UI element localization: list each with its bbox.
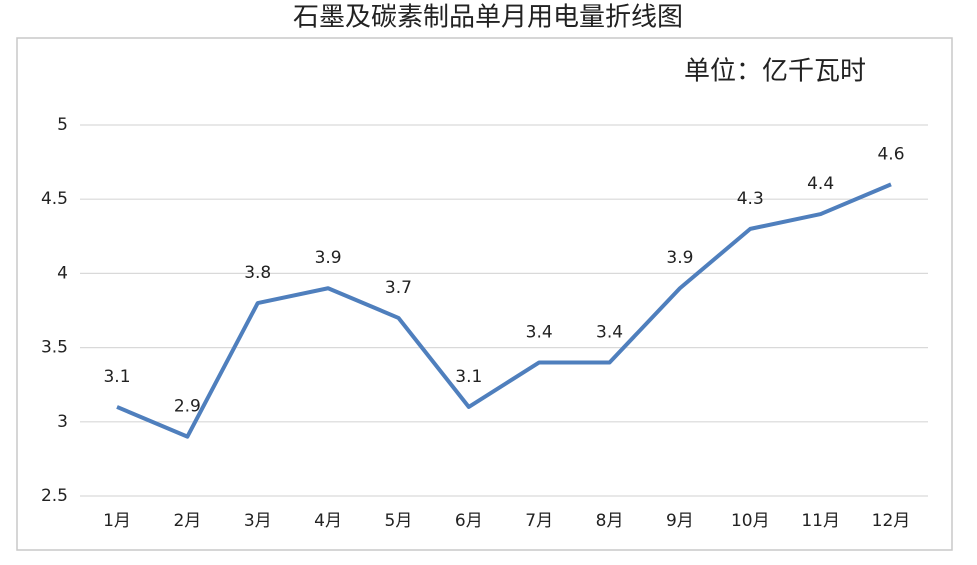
y-tick-label: 2.5 (41, 486, 68, 506)
data-label: 3.4 (596, 322, 623, 342)
line-series (116, 182, 892, 439)
x-tick-label: 12月 (872, 511, 911, 531)
data-label: 3.1 (103, 367, 130, 387)
data-label: 4.6 (877, 144, 904, 164)
x-tick-label: 4月 (314, 511, 342, 531)
y-tick-label: 3.5 (41, 338, 68, 358)
data-label: 3.1 (455, 367, 482, 387)
data-label: 4.4 (807, 174, 834, 194)
y-tick-label: 5 (57, 115, 68, 135)
x-tick-label: 6月 (455, 511, 483, 531)
y-tick-label: 4 (57, 263, 68, 283)
x-tick-label: 9月 (666, 511, 694, 531)
x-tick-label: 10月 (731, 511, 770, 531)
chart-border (16, 37, 953, 551)
data-label: 3.4 (526, 322, 553, 342)
y-tick-label: 3 (57, 412, 68, 432)
data-label: 4.3 (737, 189, 764, 209)
unit-annotation: 单位：亿千瓦时 (684, 57, 866, 87)
x-tick-label: 3月 (244, 511, 272, 531)
chart-title: 石墨及碳素制品单月用电量折线图 (293, 3, 683, 33)
data-label: 2.9 (174, 397, 201, 417)
x-tick-label: 7月 (525, 511, 553, 531)
x-tick-label: 2月 (173, 511, 201, 531)
x-tick-label: 11月 (801, 511, 840, 531)
data-label: 3.9 (315, 248, 342, 268)
data-label: 3.7 (385, 278, 412, 298)
data-label: 3.9 (666, 248, 693, 268)
y-tick-label: 4.5 (41, 189, 68, 209)
x-tick-label: 5月 (385, 511, 413, 531)
data-label: 3.8 (244, 263, 271, 283)
x-tick-label: 8月 (596, 511, 624, 531)
x-tick-label: 1月 (103, 511, 131, 531)
